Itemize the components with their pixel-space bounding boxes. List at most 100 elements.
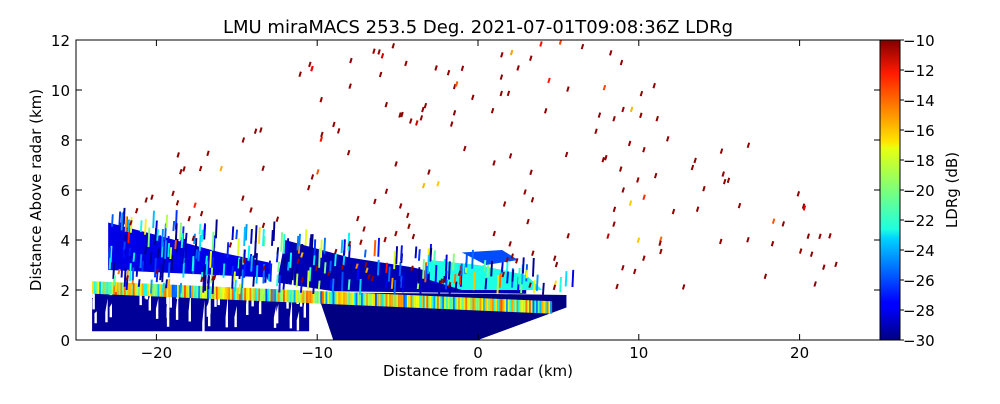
high-ldr-echo [619,166,623,172]
high-ldr-echo [506,90,511,97]
noisy-cell [254,225,258,243]
bright-band-cell [336,291,339,305]
bright-band-cell [293,290,296,303]
noisy-cell [486,264,490,278]
noisy-cell [532,258,535,277]
noisy-cell [108,247,112,259]
bright-band-cell [171,284,174,298]
noisy-cell [131,267,135,281]
data-gap [273,305,277,328]
noisy-cell [211,231,215,251]
noisy-cell [444,280,448,290]
noisy-cell [172,220,176,232]
bright-band-cell [286,289,289,303]
bright-band-cell [435,296,438,309]
bright-band-cell [520,299,523,313]
bright-band-cell [468,297,471,311]
x-tick-label: 0 [473,344,483,362]
high-ldr-echo [726,177,731,184]
bright-band-cell [132,283,135,296]
noisy-cell [195,249,198,259]
bright-band-cell [104,281,107,295]
high-ldr-echo [530,197,535,203]
bright-band-cell [169,284,172,298]
noisy-cell [123,267,127,287]
noisy-cell [342,255,346,266]
high-ldr-echo [419,115,424,121]
y-tick-label: 4 [60,232,70,250]
bright-band-cell [325,291,328,304]
bright-band-cell [527,300,530,313]
bright-band-cell [304,290,307,303]
high-ldr-echo [594,128,598,135]
bright-band-cell [146,283,149,297]
high-ldr-echo [452,83,457,90]
noisy-cell [252,275,256,287]
bright-band-cell [161,284,163,297]
bright-band-cell [369,293,372,306]
high-ldr-echo [658,240,662,246]
noisy-cell [287,261,290,271]
high-ldr-echo [296,258,300,265]
bright-band-cell [194,285,197,299]
noisy-cell [176,256,180,267]
noisy-cell [298,233,301,246]
mixed-ldr-patch [461,250,519,265]
high-ldr-echo [200,276,204,283]
high-ldr-echo [547,77,551,84]
noisy-cell [128,247,132,256]
bright-band-cell [550,301,553,314]
high-ldr-echo [510,253,514,259]
high-ldr-echo [421,182,426,189]
high-ldr-echo [346,149,351,156]
bright-band-cell [198,285,201,299]
colorbar [879,39,901,341]
x-axis-label: Distance from radar (km) [383,362,573,380]
high-ldr-echo [241,195,245,201]
noisy-cell [398,281,401,291]
bright-band-cell [348,292,351,305]
high-ldr-echo [406,212,410,219]
bright-band-cell [221,286,224,300]
noisy-cell [243,259,246,278]
bright-band-cell [459,297,462,310]
noisy-cell [222,263,226,278]
data-gap [105,298,108,323]
noisy-cell [111,214,114,227]
high-ldr-echo [463,145,467,152]
y-tick-label: 0 [60,332,70,350]
high-ldr-echo [394,230,398,237]
noisy-cell [120,212,124,231]
bright-band-cell [516,299,519,313]
high-ldr-echo [798,248,803,254]
bright-band-cell [470,297,473,311]
noisy-cell [181,249,185,264]
high-ldr-echo [404,60,408,67]
bright-band-cell [226,287,229,300]
colorbar-tick-label: −24 [903,242,935,260]
bright-band-cell [378,293,381,307]
high-ldr-echo [539,41,543,47]
high-ldr-echo [601,156,605,163]
bright-band-cell [214,286,217,300]
bright-band-cell [387,294,390,307]
high-ldr-echo [460,65,465,72]
bright-band-cell [368,293,370,306]
bright-band-cell [428,295,431,309]
bright-band-cell [502,299,505,312]
high-ldr-echo [722,178,727,185]
noisy-cell [209,251,213,268]
high-ldr-echo [770,240,775,247]
high-ldr-echo [332,121,336,128]
noisy-cell [434,264,438,284]
high-ldr-echo [117,268,121,275]
noisy-cell [132,252,136,262]
bright-band-cell [472,297,475,311]
bright-band-cell [327,291,330,304]
noisy-cell [235,229,239,240]
bright-band-cell [382,293,385,307]
bright-band-cell [345,292,347,305]
bright-band-cell [175,284,178,298]
bright-band-cell [491,298,494,312]
